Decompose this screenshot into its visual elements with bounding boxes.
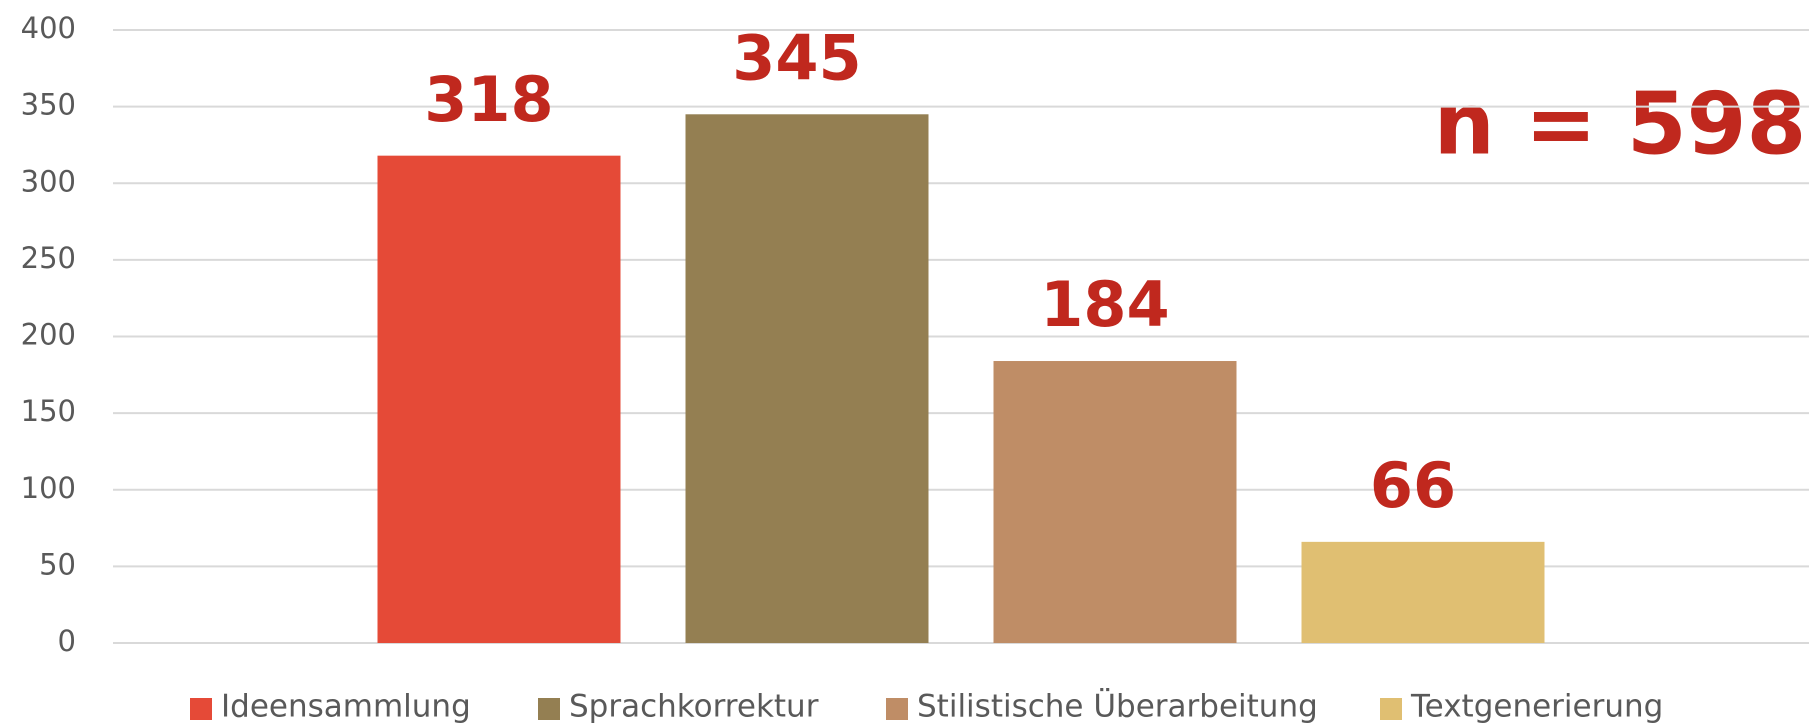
- bar: [377, 155, 621, 644]
- y-tick-label: 150: [21, 394, 76, 428]
- legend-label: Stilistische Überarbeitung: [917, 688, 1318, 725]
- legend-swatch: [538, 698, 560, 720]
- legend-label: Sprachkorrektur: [569, 689, 819, 725]
- bar: [993, 361, 1237, 643]
- legend-label: Ideensammlung: [221, 689, 471, 725]
- y-tick-label: 300: [21, 164, 76, 198]
- y-tick-label: 350: [21, 88, 76, 122]
- value-label: 318: [424, 63, 553, 136]
- y-tick-label: 250: [21, 241, 76, 275]
- bar: [685, 114, 929, 644]
- value-label: 345: [732, 21, 861, 94]
- legend-swatch: [1380, 698, 1402, 720]
- y-tick-label: 0: [58, 624, 76, 658]
- value-label: 66: [1370, 449, 1456, 522]
- y-tick-label: 50: [39, 547, 76, 581]
- value-label: 184: [1040, 268, 1169, 341]
- y-tick-label: 400: [21, 11, 76, 45]
- y-tick-label: 100: [21, 471, 76, 505]
- legend-swatch: [886, 698, 908, 720]
- legend-label: Textgenerierung: [1410, 689, 1663, 725]
- legend-swatch: [190, 698, 212, 720]
- bar: [1301, 541, 1545, 643]
- annotation: n = 598: [1434, 74, 1807, 174]
- y-tick-label: 200: [21, 318, 76, 352]
